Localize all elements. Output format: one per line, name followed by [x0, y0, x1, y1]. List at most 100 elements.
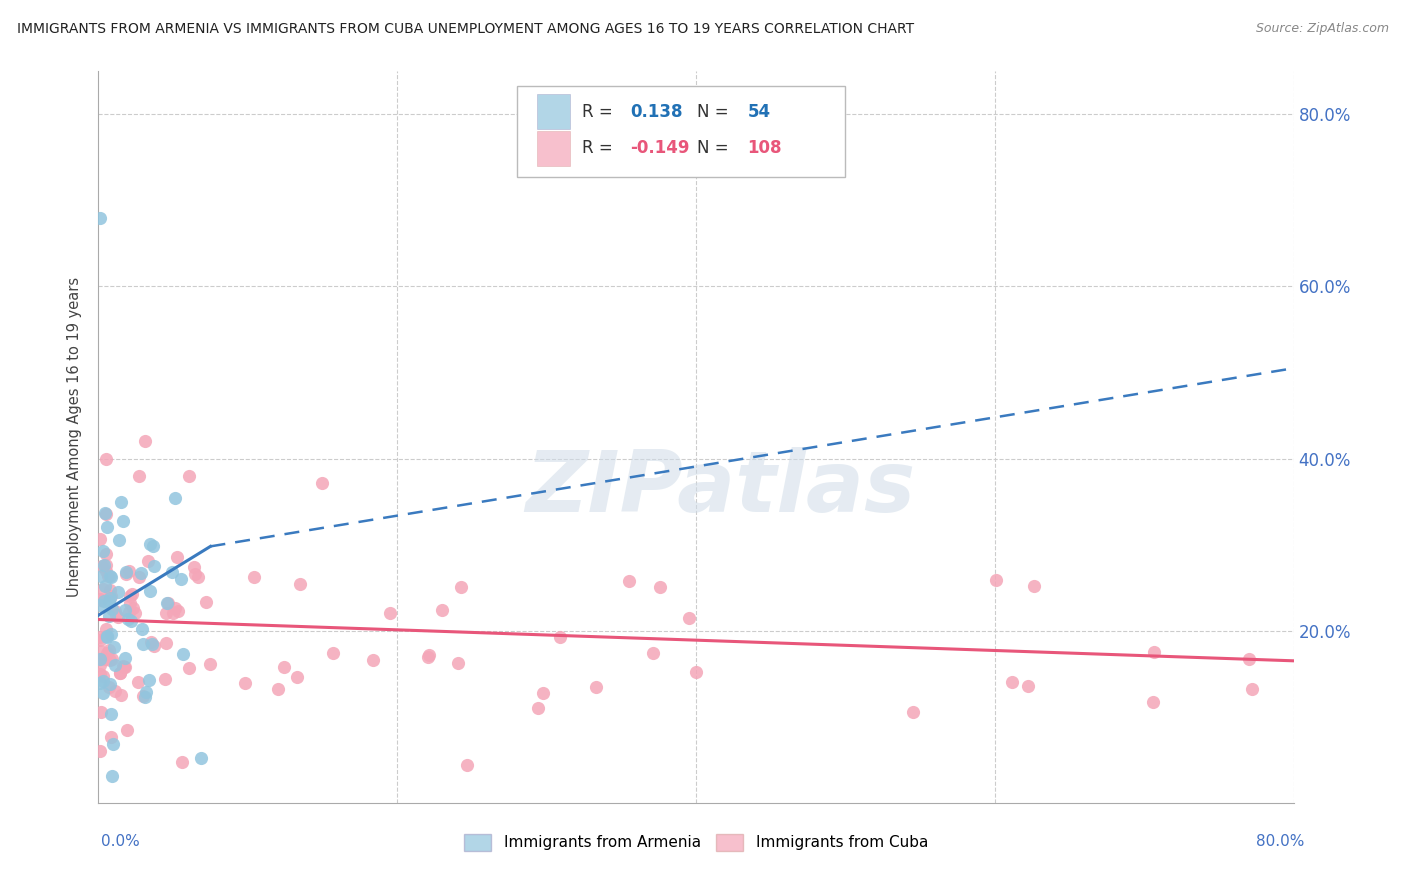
Point [136, 554, 159, 568]
Point [89, 744, 111, 758]
Text: 0.138: 0.138 [630, 103, 683, 120]
Text: 108: 108 [748, 139, 782, 157]
Point [155, 606, 177, 620]
Point [98, 642, 121, 657]
Point [233, 676, 256, 690]
Point [361, 653, 384, 667]
Point [97, 569, 120, 583]
Text: -0.149: -0.149 [630, 139, 690, 157]
Point [89, 211, 111, 225]
Point [100, 627, 122, 641]
Point [107, 585, 129, 599]
Point [96, 558, 118, 573]
Legend: Immigrants from Armenia, Immigrants from Cuba: Immigrants from Armenia, Immigrants from… [458, 828, 934, 857]
Point [450, 580, 472, 594]
Point [139, 537, 162, 551]
Point [91, 582, 114, 597]
Point [678, 611, 700, 625]
Point [128, 468, 150, 483]
Point [986, 573, 1008, 587]
Point [90, 706, 112, 720]
Y-axis label: Unemployment Among Ages 16 to 19 years: Unemployment Among Ages 16 to 19 years [67, 277, 83, 597]
Point [112, 659, 135, 673]
Text: N =: N = [697, 103, 734, 120]
Point [89, 652, 111, 666]
Point [100, 730, 122, 744]
Point [98, 609, 121, 624]
Point [98, 677, 122, 691]
Point [155, 636, 177, 650]
Point [115, 723, 138, 737]
Point [288, 576, 311, 591]
Text: R =: R = [582, 139, 619, 157]
Point [117, 612, 139, 626]
Point [93, 594, 115, 608]
Point [118, 605, 141, 619]
Point [110, 688, 132, 702]
Point [157, 596, 180, 610]
Point [112, 659, 135, 673]
Point [139, 583, 162, 598]
Point [101, 602, 124, 616]
Point [104, 684, 127, 698]
Point [104, 658, 127, 673]
Point [98, 652, 121, 666]
Point [273, 660, 295, 674]
Point [98, 568, 121, 582]
Point [135, 684, 157, 698]
Point [650, 580, 672, 594]
Point [170, 573, 193, 587]
Point [90, 593, 112, 607]
Text: 54: 54 [748, 103, 770, 120]
Point [91, 558, 114, 573]
Point [1142, 695, 1164, 709]
Point [121, 601, 143, 615]
Point [112, 514, 135, 528]
Point [153, 672, 176, 686]
Text: IMMIGRANTS FROM ARMENIA VS IMMIGRANTS FROM CUBA UNEMPLOYMENT AMONG AGES 16 TO 19: IMMIGRANTS FROM ARMENIA VS IMMIGRANTS FR… [17, 22, 914, 37]
Text: N =: N = [697, 139, 734, 157]
Point [118, 589, 141, 603]
Point [96, 646, 118, 660]
Point [132, 689, 155, 703]
Point [165, 601, 187, 615]
Point [132, 637, 155, 651]
Point [179, 468, 201, 483]
Point [121, 586, 143, 600]
Point [90, 568, 112, 582]
Point [1001, 674, 1024, 689]
Point [160, 565, 183, 579]
Point [163, 491, 186, 505]
Point [89, 598, 111, 612]
Point [98, 591, 121, 606]
Point [91, 686, 114, 700]
Point [1240, 682, 1263, 697]
Point [94, 547, 117, 561]
FancyBboxPatch shape [517, 86, 845, 178]
Point [108, 665, 131, 680]
Point [110, 666, 132, 681]
Point [115, 567, 138, 582]
Point [617, 574, 640, 589]
Point [100, 769, 122, 783]
Point [94, 564, 117, 578]
Point [1017, 680, 1039, 694]
Point [89, 652, 111, 666]
Point [127, 675, 149, 690]
Point [685, 665, 707, 680]
Point [89, 591, 111, 606]
Point [267, 682, 290, 697]
Point [141, 637, 163, 651]
Text: R =: R = [582, 103, 619, 120]
Point [527, 701, 550, 715]
Text: 0.0%: 0.0% [101, 834, 141, 849]
Text: 80.0%: 80.0% [1257, 834, 1305, 849]
Point [156, 597, 179, 611]
Point [94, 451, 117, 466]
Point [131, 622, 153, 636]
Point [101, 652, 124, 666]
Point [167, 604, 190, 618]
Point [322, 646, 344, 660]
Point [242, 570, 264, 584]
Point [110, 495, 132, 509]
